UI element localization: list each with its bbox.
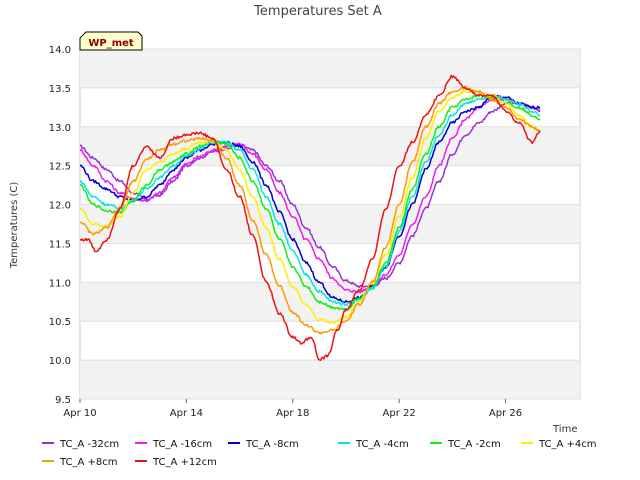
y-tick-label: 13.0 [49,123,71,134]
y-tick-label: 9.5 [55,395,71,406]
legend-item: TC_A +12cm [135,457,217,468]
x-tick-label: Apr 10 [63,408,96,419]
grid-band [80,282,580,322]
x-tick-label: Apr 18 [276,408,309,419]
x-axis-label: Time [552,424,577,435]
series-line-6 [80,85,541,335]
y-tick-label: 11.0 [49,278,71,289]
badge: WP_met [79,31,143,51]
y-tick-label: 10.5 [49,317,71,328]
series-line-1 [79,98,541,294]
legend-item: TC_A -2cm [430,439,501,450]
x-tick-label: Apr 22 [383,408,416,419]
legend-item: TC_A -4cm [338,439,409,450]
legend-item: TC_A -8cm [228,439,299,450]
grid-band [80,126,580,166]
grid-band [80,204,580,244]
x-axis-ticks: Apr 10 Apr 14 Apr 18 Apr 22 Apr 26 [63,399,522,419]
series-line-4 [79,93,541,312]
chart-title: Temperatures Set A [253,4,382,19]
legend-label: TC_A -8cm [245,439,299,450]
series-line-3 [79,93,541,307]
y-tick-label: 10.0 [49,356,71,367]
y-axis-label: Temperatures (C) [9,182,20,270]
y-tick-label: 11.5 [49,239,71,250]
x-tick-label: Apr 26 [489,408,522,419]
legend-label: TC_A -2cm [447,439,501,450]
legend-label: TC_A +8cm [59,457,118,468]
y-tick-label: 13.5 [49,84,71,95]
legend-label: TC_A -4cm [355,439,409,450]
legend: TC_A -32cm TC_A -16cm TC_A -8cm TC_A -4cm TC… [42,439,597,468]
legend-label: TC_A -32cm [59,439,119,450]
series-line-2 [79,94,541,304]
y-tick-label: 14.0 [49,45,71,56]
y-tick-label: 12.5 [49,162,71,173]
series-line-5 [79,89,541,325]
legend-label: TC_A +4cm [538,439,597,450]
legend-item: TC_A -32cm [42,439,119,450]
legend-item: TC_A -16cm [135,439,212,450]
legend-label: TC_A -16cm [152,439,212,450]
y-axis-ticks: 9.5 10.0 10.5 11.0 11.5 12.0 12.5 13.0 13.5 14.0 [49,45,71,406]
grid-band [80,360,580,399]
x-tick-label: Apr 14 [170,408,203,419]
legend-item: TC_A +4cm [521,439,597,450]
series-line-0 [79,101,541,289]
legend-label: TC_A +12cm [152,457,217,468]
grid-band [80,49,580,88]
series-line-7 [79,74,541,362]
badge-label: WP_met [88,38,134,49]
legend-item: TC_A +8cm [42,457,118,468]
y-tick-label: 12.0 [49,201,71,212]
series-layer [79,74,541,362]
grid-bands [80,48,580,400]
